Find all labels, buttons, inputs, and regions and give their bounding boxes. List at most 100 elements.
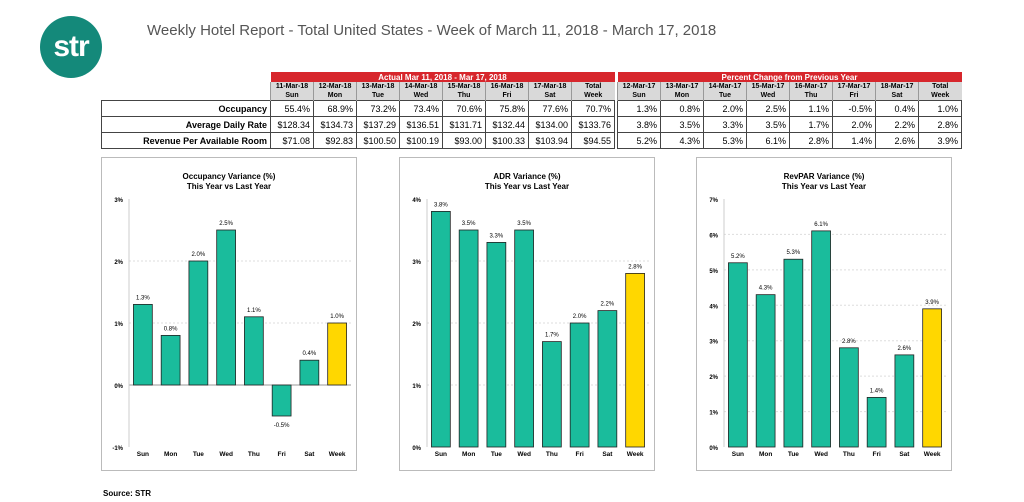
data-label: 2.0%	[192, 252, 206, 258]
data-label: 2.0%	[573, 314, 587, 320]
actual-cell: $134.73	[313, 116, 357, 133]
row-label: Revenue Per Available Room	[101, 132, 271, 149]
y-tick-label: 4%	[412, 198, 421, 204]
table-row: Average Daily Rate $128.34 $134.73 $137.29 $…	[101, 116, 962, 133]
y-tick-label: 7%	[709, 198, 718, 204]
x-tick-label: Week	[924, 451, 941, 458]
change-cell: 5.3%	[703, 132, 747, 149]
actual-cell: $131.71	[442, 116, 486, 133]
change-cell: 2.2%	[875, 116, 919, 133]
change-cell: 3.3%	[703, 116, 747, 133]
actual-cell: 55.4%	[270, 100, 314, 117]
x-tick-label: Tue	[193, 451, 204, 458]
column-header: Mon	[313, 91, 357, 101]
bar	[839, 347, 859, 448]
x-tick-label: Sun	[137, 451, 149, 458]
bar	[327, 322, 347, 386]
y-tick-label: 3%	[412, 260, 421, 266]
change-cell: 2.8%	[789, 132, 833, 149]
data-label: 3.3%	[490, 233, 504, 239]
y-tick-label: 2%	[412, 322, 421, 328]
x-tick-label: Sat	[304, 451, 315, 458]
change-cell: 2.6%	[875, 132, 919, 149]
x-tick-label: Sun	[435, 451, 447, 458]
y-tick-label: 3%	[114, 198, 123, 204]
actual-cell: 73.4%	[399, 100, 443, 117]
chart-title: RevPAR Variance (%)	[783, 172, 865, 181]
column-header: Week	[918, 91, 962, 101]
change-cell: 3.9%	[918, 132, 962, 149]
change-cell: 6.1%	[746, 132, 790, 149]
x-tick-label: Sat	[602, 451, 613, 458]
change-cell: 1.4%	[832, 132, 876, 149]
bar	[755, 294, 776, 448]
actual-cell: $94.55	[571, 132, 615, 149]
column-header: Sun	[617, 91, 661, 101]
bar	[514, 229, 534, 448]
x-tick-label: Fri	[277, 451, 286, 458]
actual-cell: $133.76	[571, 116, 615, 133]
x-tick-label: Mon	[164, 451, 177, 458]
column-header: Fri	[832, 91, 876, 101]
y-tick-label: 3%	[709, 340, 718, 346]
data-label: 6.1%	[814, 222, 828, 228]
x-tick-label: Thu	[546, 451, 558, 458]
table-row: Revenue Per Available Room $71.08 $92.83 $1…	[101, 132, 962, 149]
data-label: 4.3%	[759, 286, 773, 292]
actual-cell: $128.34	[270, 116, 314, 133]
column-header: 15-Mar-18	[442, 82, 486, 91]
bar	[894, 354, 915, 448]
y-tick-label: 6%	[709, 233, 718, 239]
column-header: Fri	[485, 91, 529, 101]
column-header: Sun	[270, 91, 314, 101]
bar	[188, 260, 209, 386]
bar	[486, 242, 507, 448]
bar	[783, 258, 804, 448]
x-tick-label: Week	[627, 451, 644, 458]
column-header: 12-Mar-17	[617, 82, 661, 91]
change-cell: 1.7%	[789, 116, 833, 133]
column-header: Total	[571, 82, 615, 91]
x-tick-label: Wed	[219, 451, 233, 458]
column-header: 18-Mar-17	[875, 82, 919, 91]
column-header: 12-Mar-18	[313, 82, 357, 91]
bar	[625, 273, 645, 448]
column-header: Sat	[528, 91, 572, 101]
chart-title: ADR Variance (%)	[493, 172, 561, 181]
y-tick-label: 2%	[114, 260, 123, 266]
report-table: Actual Mar 11, 2018 - Mar 17, 2018 Perce…	[101, 72, 962, 149]
column-header: Thu	[789, 91, 833, 101]
change-cell: 3.8%	[617, 116, 661, 133]
y-tick-label: 1%	[114, 322, 123, 328]
page-title: Weekly Hotel Report - Total United State…	[147, 22, 717, 39]
y-tick-label: 0%	[709, 446, 718, 452]
data-label: 5.2%	[731, 254, 745, 260]
y-tick-label: 2%	[709, 375, 718, 381]
actual-cell: 68.9%	[313, 100, 357, 117]
chart-subtitle: This Year vs Last Year	[484, 182, 570, 191]
data-label: 2.8%	[628, 264, 642, 270]
bar	[569, 322, 590, 448]
actual-cell: $92.83	[313, 132, 357, 149]
chart-subtitle: This Year vs Last Year	[781, 182, 867, 191]
x-tick-label: Wed	[814, 451, 828, 458]
chart-subtitle: This Year vs Last Year	[186, 182, 272, 191]
column-header: 13-Mar-18	[356, 82, 400, 91]
row-label: Occupancy	[101, 100, 271, 117]
table-row: Occupancy 55.4% 68.9% 73.2% 73.4% 70.6% 75.8% 7…	[101, 100, 962, 117]
change-cell: 0.8%	[660, 100, 704, 117]
change-cell: 2.0%	[832, 116, 876, 133]
bar	[216, 229, 236, 386]
x-tick-label: Thu	[843, 451, 855, 458]
x-tick-label: Tue	[788, 451, 799, 458]
bar	[133, 303, 153, 386]
actual-cell: $100.33	[485, 132, 529, 149]
chart-svg: 0% 1% 2% 3% 4% 3.8% Sun 3.5% Mon 3.3% Tue 3.5% Wed 1.…	[412, 198, 649, 458]
bar	[431, 211, 451, 448]
column-header: Mon	[660, 91, 704, 101]
data-label: 3.5%	[462, 221, 476, 227]
data-label: 1.3%	[136, 295, 150, 301]
x-tick-label: Sat	[899, 451, 910, 458]
y-tick-label: 1%	[412, 384, 421, 390]
change-cell: 3.5%	[660, 116, 704, 133]
